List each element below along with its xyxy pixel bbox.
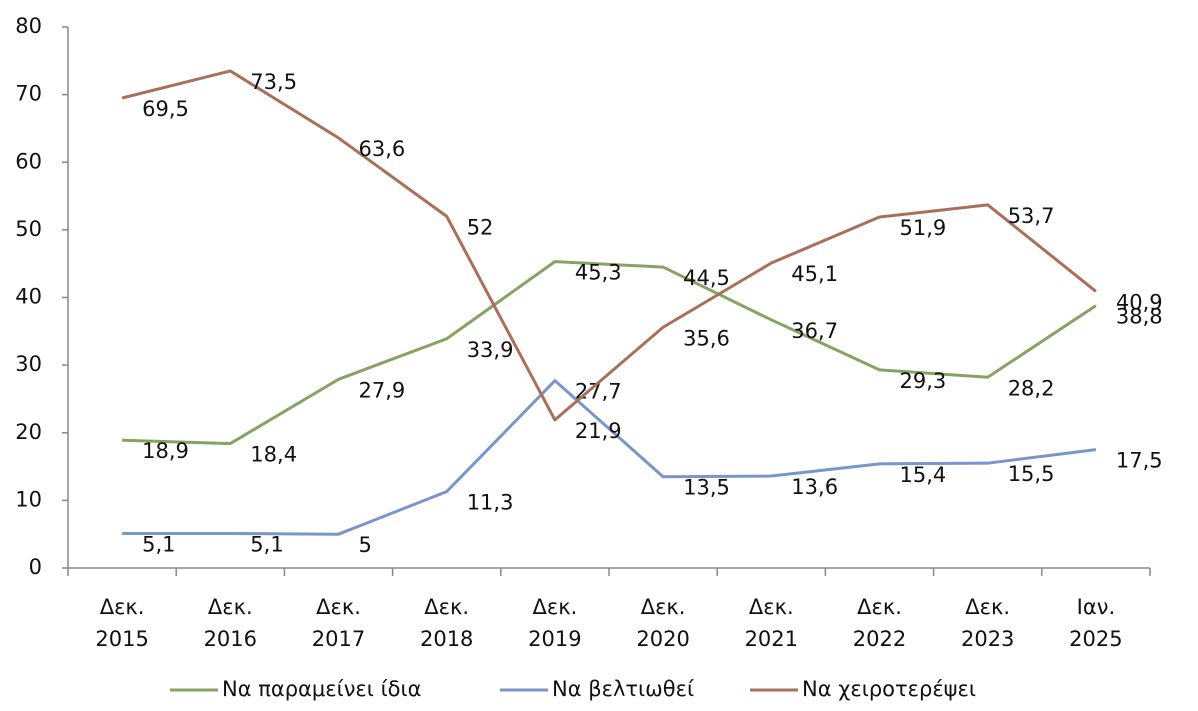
data-label: 17,5: [1116, 449, 1163, 473]
data-label: 18,9: [142, 439, 189, 463]
x-tick-label: Δεκ. 2015: [95, 595, 148, 651]
legend-label: Να βελτιωθεί: [552, 677, 694, 701]
data-label: 21,9: [575, 419, 622, 443]
data-label: 18,4: [250, 443, 297, 467]
data-label: 45,1: [791, 262, 838, 286]
data-label: 44,5: [683, 266, 730, 290]
y-tick-label: 0: [29, 555, 42, 579]
data-label: 13,5: [683, 476, 730, 500]
x-tick-label: Δεκ. 2016: [204, 595, 257, 651]
x-tick-label: Δεκ. 2019: [528, 595, 581, 651]
data-label: 51,9: [900, 216, 947, 240]
data-label: 11,3: [467, 491, 514, 515]
data-label: 5: [359, 533, 372, 557]
data-label: 33,9: [467, 338, 514, 362]
data-label: 29,3: [900, 369, 947, 393]
data-label: 27,9: [359, 378, 406, 402]
x-tick-label: Δεκ. 2021: [745, 595, 798, 651]
y-tick-label: 20: [15, 420, 42, 444]
data-label: 69,5: [142, 97, 189, 121]
data-label: 35,6: [683, 326, 730, 350]
y-tick-label: 70: [15, 82, 42, 106]
data-label: 45,3: [575, 261, 622, 285]
x-tick-label: Δεκ. 2022: [853, 595, 906, 651]
data-label: 5,1: [142, 533, 175, 557]
y-tick-label: 50: [15, 217, 42, 241]
x-tick-label: Ιαν. 2025: [1069, 595, 1122, 651]
x-tick-label: Δεκ. 2018: [420, 595, 473, 651]
legend-label: Να παραμείνει ίδια: [222, 677, 421, 701]
data-label: 36,7: [791, 319, 838, 343]
x-tick-label: Δεκ. 2017: [312, 595, 365, 651]
series-line: [121, 69, 1097, 422]
y-tick-label: 10: [15, 487, 42, 511]
series-line: [122, 379, 1097, 536]
data-label: 13,6: [791, 475, 838, 499]
legend-label: Να χειροτερέψει: [802, 677, 976, 701]
data-label: 53,7: [1008, 204, 1055, 228]
data-label: 40,9: [1116, 290, 1163, 314]
y-tick-label: 60: [15, 149, 42, 173]
x-tick-label: Δεκ. 2020: [636, 595, 689, 651]
data-label: 38,8: [1116, 305, 1163, 329]
data-label: 28,2: [1008, 376, 1055, 400]
data-label: 15,4: [900, 463, 947, 487]
series-line: [122, 260, 1097, 446]
x-tick-label: Δεκ. 2023: [961, 595, 1014, 651]
data-label: 52: [467, 215, 494, 239]
y-tick-label: 40: [15, 285, 42, 309]
y-tick-label: 30: [15, 352, 42, 376]
y-tick-label: 80: [15, 14, 42, 38]
data-label: 15,5: [1008, 462, 1055, 486]
data-label: 73,5: [250, 70, 297, 94]
data-label: 63,6: [359, 137, 406, 161]
data-label: 5,1: [250, 533, 283, 557]
